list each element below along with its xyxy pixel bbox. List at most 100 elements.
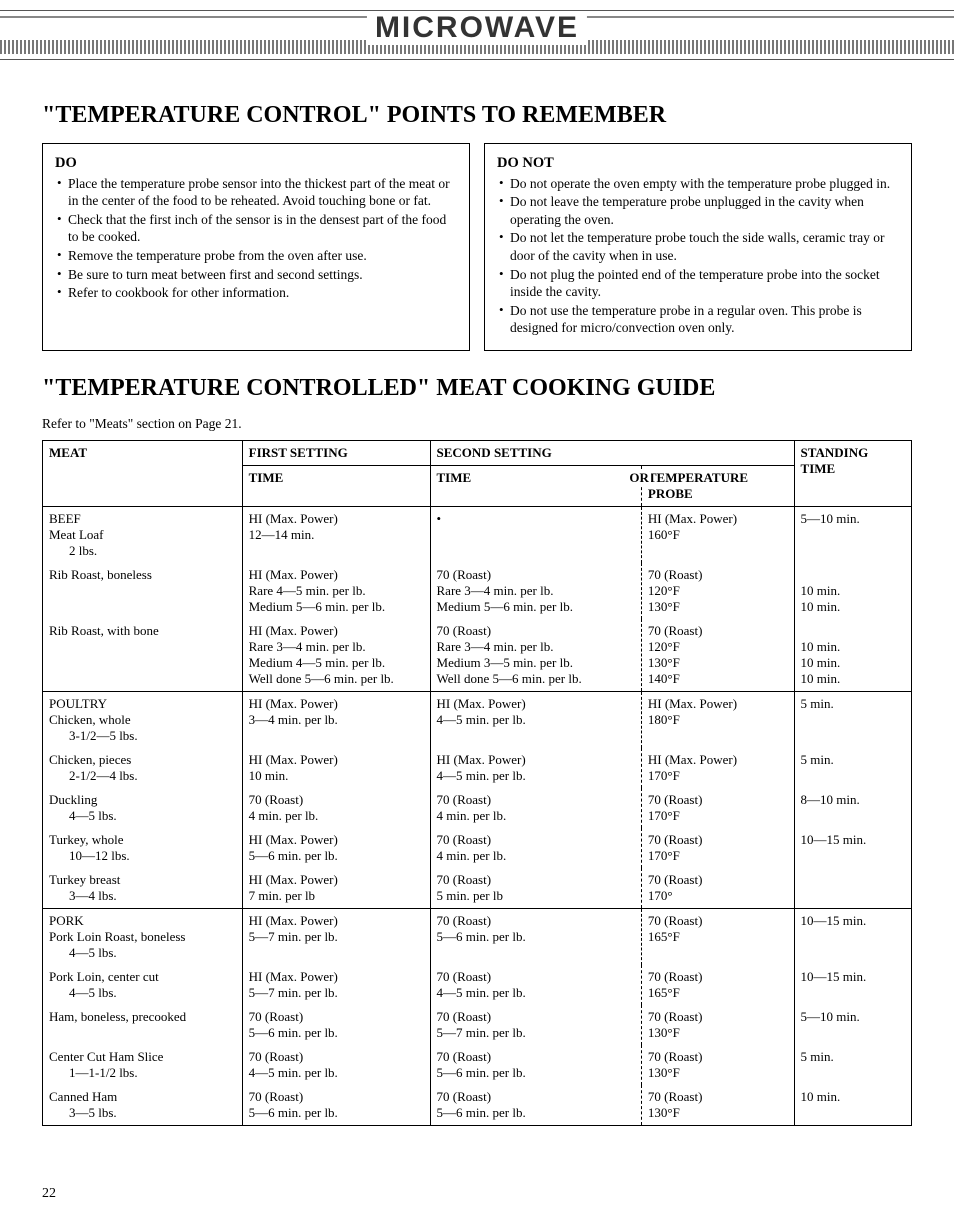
first-setting-cell: 70 (Roast)4—5 min. per lb. bbox=[242, 1045, 430, 1085]
table-row: Duckling4—5 lbs.70 (Roast)4 min. per lb.… bbox=[43, 788, 912, 828]
table-row: BEEFMeat Loaf2 lbs.HI (Max. Power)12—14 … bbox=[43, 506, 912, 563]
probe-cell: 70 (Roast)170°F bbox=[641, 788, 794, 828]
standing-cell: 5 min. bbox=[794, 748, 911, 788]
probe-cell: HI (Max. Power)180°F bbox=[641, 691, 794, 748]
table-row: Turkey breast3—4 lbs.HI (Max. Power)7 mi… bbox=[43, 868, 912, 909]
standing-cell: 10—15 min. bbox=[794, 965, 911, 1005]
meat-cell: Pork Loin, center cut4—5 lbs. bbox=[43, 965, 243, 1005]
header-band: MICROWAVE bbox=[0, 10, 954, 60]
list-item: Do not leave the temperature probe unplu… bbox=[497, 193, 899, 228]
meat-cell: Rib Roast, boneless bbox=[43, 563, 243, 619]
hdr-standing: STANDING TIME bbox=[794, 440, 911, 506]
donot-box: DO NOT Do not operate the oven empty wit… bbox=[484, 143, 912, 351]
standing-cell: 5 min. bbox=[794, 691, 911, 748]
list-item: Do not plug the pointed end of the tempe… bbox=[497, 266, 899, 301]
list-item: Refer to cookbook for other information. bbox=[55, 284, 457, 302]
meat-cell: Duckling4—5 lbs. bbox=[43, 788, 243, 828]
cooking-table: MEAT FIRST SETTING SECOND SETTING STANDI… bbox=[42, 440, 912, 1126]
standing-cell: 10—15 min. bbox=[794, 828, 911, 868]
table-row: POULTRYChicken, whole3-1/2—5 lbs.HI (Max… bbox=[43, 691, 912, 748]
probe-cell: 70 (Roast)170° bbox=[641, 868, 794, 909]
first-setting-cell: HI (Max. Power)5—7 min. per lb. bbox=[242, 908, 430, 965]
probe-cell: HI (Max. Power)170°F bbox=[641, 748, 794, 788]
standing-cell: 10—15 min. bbox=[794, 908, 911, 965]
list-item: Do not operate the oven empty with the t… bbox=[497, 175, 899, 193]
first-setting-cell: 70 (Roast)4 min. per lb. bbox=[242, 788, 430, 828]
second-time-cell: 70 (Roast)4 min. per lb. bbox=[430, 788, 641, 828]
hdr-time2-label: TIME bbox=[437, 470, 472, 485]
table-row: Pork Loin, center cut4—5 lbs.HI (Max. Po… bbox=[43, 965, 912, 1005]
standing-cell: 5—10 min. bbox=[794, 1005, 911, 1045]
do-title: DO bbox=[55, 154, 457, 173]
meat-cell: Ham, boneless, precooked bbox=[43, 1005, 243, 1045]
list-item: Do not use the temperature probe in a re… bbox=[497, 302, 899, 337]
first-setting-cell: HI (Max. Power)Rare 4—5 min. per lb.Medi… bbox=[242, 563, 430, 619]
meat-cell: Canned Ham3—5 lbs. bbox=[43, 1085, 243, 1126]
second-time-cell: 70 (Roast)4 min. per lb. bbox=[430, 828, 641, 868]
standing-cell: 10 min. bbox=[794, 1085, 911, 1126]
first-setting-cell: HI (Max. Power)5—7 min. per lb. bbox=[242, 965, 430, 1005]
meat-cell: POULTRYChicken, whole3-1/2—5 lbs. bbox=[43, 691, 243, 748]
list-item: Remove the temperature probe from the ov… bbox=[55, 247, 457, 265]
donot-title: DO NOT bbox=[497, 154, 899, 173]
table-row: Turkey, whole10—12 lbs.HI (Max. Power)5—… bbox=[43, 828, 912, 868]
hdr-or: OR bbox=[627, 470, 651, 486]
list-item: Do not let the temperature probe touch t… bbox=[497, 229, 899, 264]
do-list: Place the temperature probe sensor into … bbox=[55, 175, 457, 302]
donot-list: Do not operate the oven empty with the t… bbox=[497, 175, 899, 337]
list-item: Be sure to turn meat between first and s… bbox=[55, 266, 457, 284]
do-donot-row: DO Place the temperature probe sensor in… bbox=[42, 143, 912, 351]
hdr-meat: MEAT bbox=[43, 440, 243, 506]
table-row: Center Cut Ham Slice1—1-1/2 lbs.70 (Roas… bbox=[43, 1045, 912, 1085]
table-row: Rib Roast, with boneHI (Max. Power)Rare … bbox=[43, 619, 912, 692]
second-time-cell: HI (Max. Power)4—5 min. per lb. bbox=[430, 748, 641, 788]
table-row: Canned Ham3—5 lbs.70 (Roast)5—6 min. per… bbox=[43, 1085, 912, 1126]
meat-cell: Center Cut Ham Slice1—1-1/2 lbs. bbox=[43, 1045, 243, 1085]
first-setting-cell: 70 (Roast)5—6 min. per lb. bbox=[242, 1005, 430, 1045]
first-setting-cell: HI (Max. Power)Rare 3—4 min. per lb.Medi… bbox=[242, 619, 430, 692]
section1-title: "TEMPERATURE CONTROL" POINTS TO REMEMBER bbox=[42, 102, 912, 129]
standing-cell: 8—10 min. bbox=[794, 788, 911, 828]
table-row: Chicken, pieces2-1/2—4 lbs.HI (Max. Powe… bbox=[43, 748, 912, 788]
meat-cell: Turkey breast3—4 lbs. bbox=[43, 868, 243, 909]
second-time-cell: 70 (Roast)4—5 min. per lb. bbox=[430, 965, 641, 1005]
second-time-cell: 70 (Roast)5—6 min. per lb. bbox=[430, 1045, 641, 1085]
do-box: DO Place the temperature probe sensor in… bbox=[42, 143, 470, 351]
probe-cell: 70 (Roast)120°F130°F bbox=[641, 563, 794, 619]
probe-cell: 70 (Roast)170°F bbox=[641, 828, 794, 868]
meat-cell: Chicken, pieces2-1/2—4 lbs. bbox=[43, 748, 243, 788]
first-setting-cell: 70 (Roast)5—6 min. per lb. bbox=[242, 1085, 430, 1126]
hdr-time: TIME bbox=[242, 465, 430, 506]
hdr-second: SECOND SETTING bbox=[430, 440, 794, 465]
probe-cell: 70 (Roast)165°F bbox=[641, 965, 794, 1005]
hdr-probe: TEMPERATURE PROBE bbox=[641, 465, 794, 506]
standing-cell bbox=[794, 868, 911, 909]
hdr-time2: TIME OR bbox=[430, 465, 641, 506]
second-time-cell: 70 (Roast)5—6 min. per lb. bbox=[430, 1085, 641, 1126]
meat-cell: BEEFMeat Loaf2 lbs. bbox=[43, 506, 243, 563]
standing-cell: 10 min.10 min. bbox=[794, 563, 911, 619]
probe-cell: 70 (Roast)130°F bbox=[641, 1085, 794, 1126]
probe-cell: 70 (Roast)120°F130°F140°F bbox=[641, 619, 794, 692]
first-setting-cell: HI (Max. Power)10 min. bbox=[242, 748, 430, 788]
first-setting-cell: HI (Max. Power)5—6 min. per lb. bbox=[242, 828, 430, 868]
second-time-cell: 70 (Roast)Rare 3—4 min. per lb.Medium 3—… bbox=[430, 619, 641, 692]
meat-cell: Rib Roast, with bone bbox=[43, 619, 243, 692]
first-setting-cell: HI (Max. Power)7 min. per lb bbox=[242, 868, 430, 909]
second-time-cell: HI (Max. Power)4—5 min. per lb. bbox=[430, 691, 641, 748]
section2-subtext: Refer to "Meats" section on Page 21. bbox=[42, 416, 912, 432]
standing-cell: 10 min.10 min.10 min. bbox=[794, 619, 911, 692]
first-setting-cell: HI (Max. Power)3—4 min. per lb. bbox=[242, 691, 430, 748]
table-row: Rib Roast, bonelessHI (Max. Power)Rare 4… bbox=[43, 563, 912, 619]
standing-cell: 5 min. bbox=[794, 1045, 911, 1085]
hdr-first: FIRST SETTING bbox=[242, 440, 430, 465]
list-item: Place the temperature probe sensor into … bbox=[55, 175, 457, 210]
table-row: PORKPork Loin Roast, boneless4—5 lbs.HI … bbox=[43, 908, 912, 965]
table-row: Ham, boneless, precooked70 (Roast)5—6 mi… bbox=[43, 1005, 912, 1045]
second-time-cell: 70 (Roast)Rare 3—4 min. per lb.Medium 5—… bbox=[430, 563, 641, 619]
second-time-cell: • bbox=[430, 506, 641, 563]
probe-cell: HI (Max. Power)160°F bbox=[641, 506, 794, 563]
first-setting-cell: HI (Max. Power)12—14 min. bbox=[242, 506, 430, 563]
header-title: MICROWAVE bbox=[367, 11, 587, 45]
page-content: "TEMPERATURE CONTROL" POINTS TO REMEMBER… bbox=[0, 60, 954, 1146]
